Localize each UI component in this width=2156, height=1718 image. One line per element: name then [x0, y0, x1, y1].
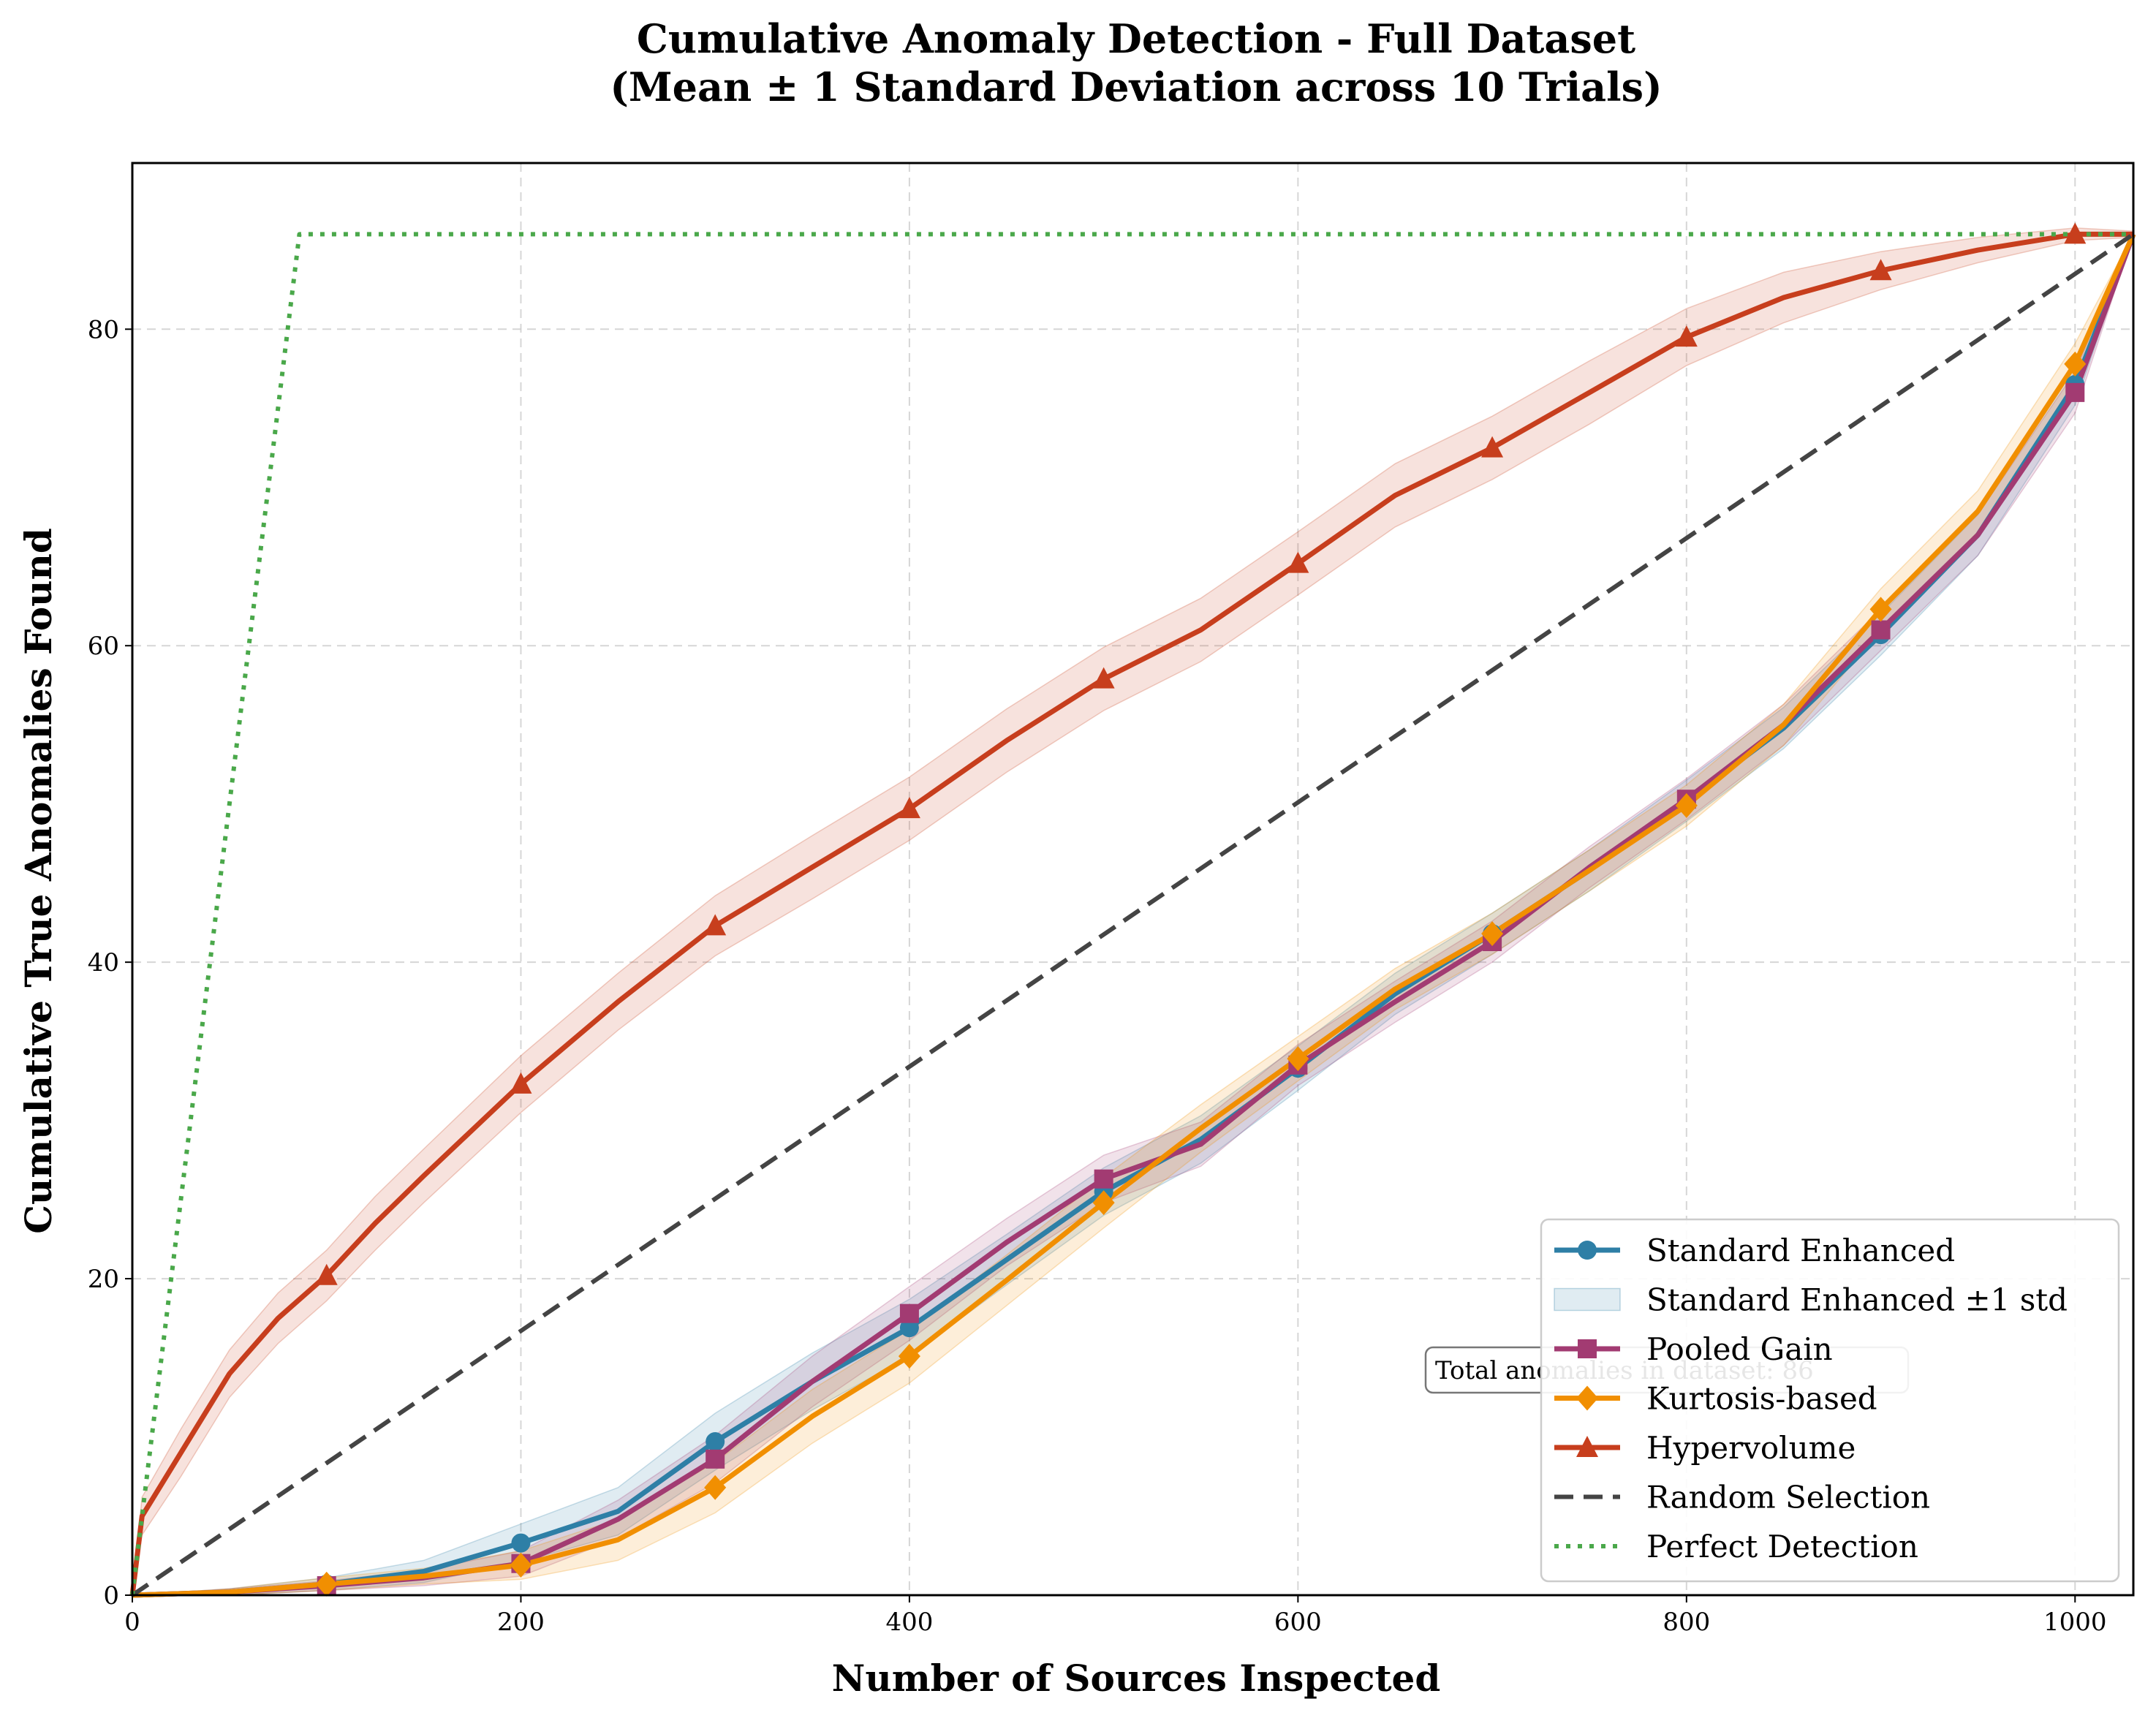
marker-hypervolume	[1675, 325, 1698, 347]
y-tick-label: 40	[88, 948, 119, 977]
x-tick-label: 600	[1274, 1608, 1322, 1637]
x-tick-label: 800	[1663, 1608, 1710, 1637]
marker-kurtosis	[898, 1344, 920, 1369]
chart-title-line1: Cumulative Anomaly Detection - Full Data…	[637, 15, 1635, 62]
marker-pooled_gain	[1094, 1169, 1113, 1189]
marker-hypervolume	[1287, 551, 1309, 573]
marker-kurtosis	[1869, 597, 1892, 622]
line-hypervolume	[129, 231, 2133, 1596]
legend-marker	[1578, 1241, 1597, 1260]
legend-marker	[1576, 1385, 1598, 1411]
legend-label: Perfect Detection	[1646, 1529, 1918, 1564]
legend-label: Standard Enhanced	[1646, 1233, 1955, 1268]
marker-hypervolume	[1092, 667, 1115, 689]
series-markers	[315, 222, 2087, 1597]
marker-standard_enhanced	[511, 1533, 531, 1553]
series-lines	[129, 231, 2136, 1598]
marker-pooled_gain	[2065, 382, 2085, 402]
marker-kurtosis	[704, 1475, 727, 1500]
marker-standard_enhanced	[706, 1432, 725, 1452]
x-tick-label: 0	[124, 1608, 140, 1637]
plot-frame	[131, 162, 2135, 1597]
marker-pooled_gain	[1871, 620, 1891, 640]
marker-pooled_gain	[899, 1303, 919, 1323]
marker-hypervolume	[2064, 222, 2087, 244]
legend-box	[1540, 1218, 2120, 1583]
marker-hypervolume	[315, 1263, 338, 1285]
marker-kurtosis	[2064, 351, 2087, 376]
y-tick-label: 80	[88, 315, 119, 344]
marker-kurtosis	[1092, 1190, 1115, 1216]
x-axis-label: Number of Sources Inspected	[832, 1657, 1441, 1700]
y-axis-label: Cumulative True Anomalies Found	[17, 528, 60, 1234]
legend-marker	[1576, 1436, 1598, 1457]
legend-marker	[1578, 1339, 1597, 1358]
marker-kurtosis	[1287, 1046, 1309, 1072]
marker-hypervolume	[1481, 436, 1504, 458]
x-tick-label: 1000	[2043, 1608, 2107, 1637]
line-random	[131, 232, 2135, 1597]
marker-hypervolume	[510, 1072, 532, 1094]
x-tick-label: 400	[885, 1608, 933, 1637]
legend-label: Random Selection	[1646, 1480, 1930, 1515]
line-perfect	[130, 232, 2133, 1596]
legend: Standard Enhanced Standard Enhanced ±1 st…	[1540, 1218, 2120, 1583]
y-tick-label: 20	[88, 1265, 119, 1294]
chart-title-line2: (Mean ± 1 Standard Deviation across 10 T…	[610, 64, 1662, 110]
legend-label: Standard Enhanced ±1 std	[1646, 1282, 2068, 1318]
marker-kurtosis	[510, 1552, 532, 1578]
y-tick-label: 60	[88, 632, 119, 661]
legend-label: Hypervolume	[1646, 1430, 1856, 1466]
marker-kurtosis	[315, 1571, 338, 1597]
line-kurtosis	[132, 232, 2136, 1598]
marker-hypervolume	[1869, 259, 1892, 281]
y-tick-label: 0	[103, 1581, 119, 1611]
marker-pooled_gain	[706, 1449, 725, 1469]
marker-kurtosis	[1481, 921, 1504, 947]
legend-label: Pooled Gain	[1646, 1331, 1833, 1367]
marker-kurtosis	[1675, 792, 1698, 818]
marker-hypervolume	[704, 914, 727, 936]
legend-label: Kurtosis-based	[1646, 1381, 1877, 1417]
marker-hypervolume	[898, 797, 920, 819]
axis-ticks: 0 200 400 600 800 1000 0 20 40 60 80	[88, 315, 2107, 1637]
legend-swatch	[1554, 1287, 1621, 1312]
x-tick-label: 200	[497, 1608, 545, 1637]
